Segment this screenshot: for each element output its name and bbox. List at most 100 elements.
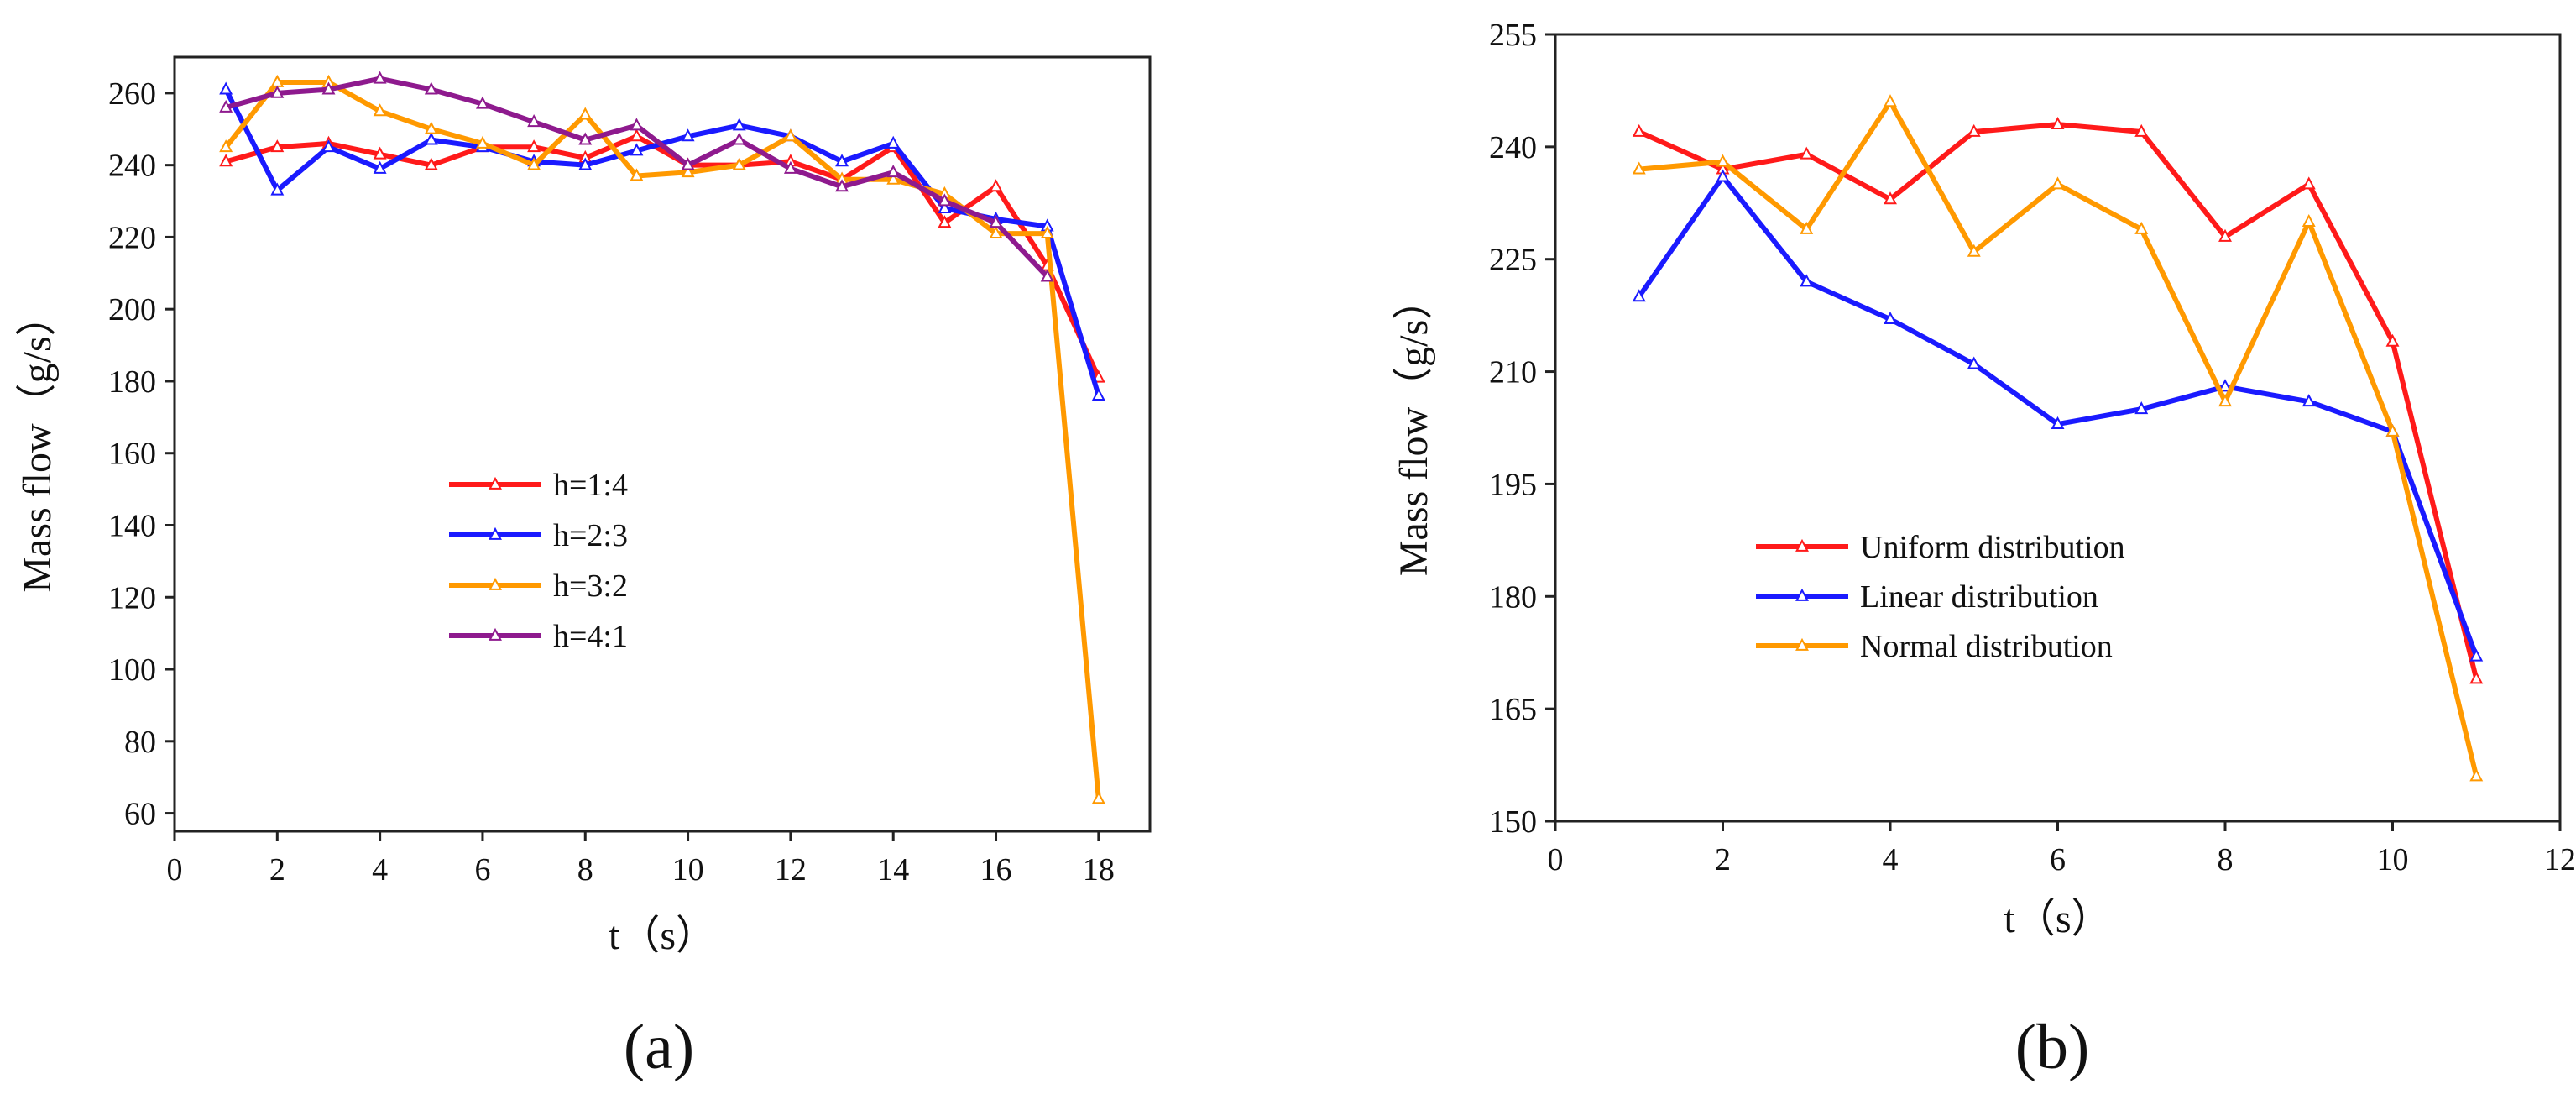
data-point <box>2218 379 2232 392</box>
data-point <box>1967 356 1981 369</box>
legend-entry: h=2:3 <box>553 518 628 553</box>
data-point <box>2302 213 2316 227</box>
y-tick-label: 180 <box>108 364 156 400</box>
x-tick-label: 6 <box>474 852 490 888</box>
data-point <box>1800 146 1814 160</box>
y-tick-label: 255 <box>1489 18 1537 53</box>
y-tick-label: 165 <box>1489 692 1537 727</box>
x-tick-label: 16 <box>980 852 1012 888</box>
legend-marker <box>1795 637 1809 651</box>
legend-marker <box>1795 538 1809 552</box>
data-point <box>373 103 387 117</box>
legend-marker <box>489 627 502 641</box>
data-point <box>989 215 1003 228</box>
data-point <box>681 128 695 142</box>
panel-b-label: (b) <box>2015 1012 2090 1082</box>
data-point <box>2051 116 2065 129</box>
data-point <box>732 157 746 170</box>
data-point <box>835 154 849 167</box>
data-point <box>2302 394 2316 407</box>
data-point <box>2385 333 2400 347</box>
y-tick-label: 240 <box>1489 130 1537 165</box>
data-point <box>2302 176 2316 190</box>
y-tick-label: 195 <box>1489 467 1537 502</box>
data-point <box>1967 123 1981 137</box>
x-tick-label: 8 <box>2218 842 2234 877</box>
y-axis-label: Mass flow（g/s） <box>1392 280 1436 576</box>
x-tick-label: 2 <box>1715 842 1731 877</box>
data-point <box>2134 401 2149 415</box>
legend-marker <box>1795 588 1809 601</box>
y-tick-label: 240 <box>108 149 156 184</box>
y-tick-label: 80 <box>124 725 156 760</box>
data-point <box>321 81 336 95</box>
data-point <box>1884 311 1897 325</box>
data-point <box>424 81 438 95</box>
x-tick-label: 2 <box>269 852 285 888</box>
data-point <box>1800 221 1814 234</box>
x-tick-label: 12 <box>775 852 807 888</box>
y-tick-label: 160 <box>108 437 156 472</box>
data-point <box>424 157 438 170</box>
data-point <box>1884 94 1897 107</box>
y-tick-label: 180 <box>1489 579 1537 615</box>
x-axis-label: t（s） <box>609 914 716 958</box>
data-point <box>578 157 593 170</box>
data-point <box>373 146 387 160</box>
data-point <box>732 118 746 131</box>
data-point <box>527 157 541 170</box>
y-tick-label: 100 <box>108 652 156 688</box>
panel-a-chart: 0 2 4 6 8 10 12 14 16 18 60 80 100 120 140 160 180 200 220… <box>15 55 1152 958</box>
data-point <box>475 135 489 149</box>
data-point <box>578 132 593 145</box>
data-point <box>989 179 1003 192</box>
data-point <box>783 160 797 174</box>
data-point <box>1632 289 1646 302</box>
series-line-2 <box>223 88 1101 396</box>
x-axis-label: t（s） <box>2004 897 2111 941</box>
data-point <box>938 193 952 207</box>
data-point <box>2218 228 2232 242</box>
y-tick-label: 120 <box>108 580 156 615</box>
data-point <box>1716 169 1730 182</box>
data-point <box>1632 161 1646 175</box>
data-point <box>1091 791 1105 804</box>
x-tick-label: 14 <box>877 852 909 888</box>
series-line-3 <box>1638 99 2479 778</box>
y-tick-label: 150 <box>1489 804 1537 840</box>
data-point <box>1800 274 1814 287</box>
y-tick-label: 140 <box>108 508 156 543</box>
legend-entry: Linear distribution <box>1860 579 2098 615</box>
data-point <box>783 128 797 142</box>
data-point <box>732 132 746 145</box>
y-tick-label: 225 <box>1489 243 1537 278</box>
data-point <box>1884 191 1897 205</box>
data-point <box>424 121 438 134</box>
data-point <box>835 179 849 192</box>
x-tick-label: 10 <box>672 852 704 888</box>
data-point <box>1632 123 1646 137</box>
x-tick-label: 10 <box>2377 842 2409 877</box>
data-point <box>1091 387 1105 401</box>
legend-entry: h=3:2 <box>553 568 628 604</box>
panel-b-chart: 0 2 4 6 8 10 12 150 165 180 195 210 225 240 255 t（s） Mas… <box>1392 18 2576 941</box>
data-point <box>2134 221 2149 234</box>
x-tick-label: 6 <box>2050 842 2066 877</box>
data-point <box>2469 648 2484 662</box>
data-point <box>527 114 541 128</box>
data-point <box>2469 671 2484 684</box>
panel-a-label: (a) <box>624 1012 694 1082</box>
y-tick-label: 200 <box>108 292 156 327</box>
x-tick-label: 12 <box>2544 842 2576 877</box>
data-point <box>886 171 901 185</box>
data-point <box>1967 244 1981 257</box>
data-point <box>886 135 901 149</box>
x-tick-label: 18 <box>1083 852 1115 888</box>
series-line-3 <box>223 80 1101 799</box>
y-tick-label: 60 <box>124 797 156 832</box>
legend-entry: Normal distribution <box>1860 629 2113 664</box>
y-tick-label: 260 <box>108 76 156 112</box>
y-tick-label: 220 <box>108 220 156 255</box>
y-axis-label: Mass flow（g/s） <box>15 296 60 592</box>
data-point <box>270 182 285 196</box>
